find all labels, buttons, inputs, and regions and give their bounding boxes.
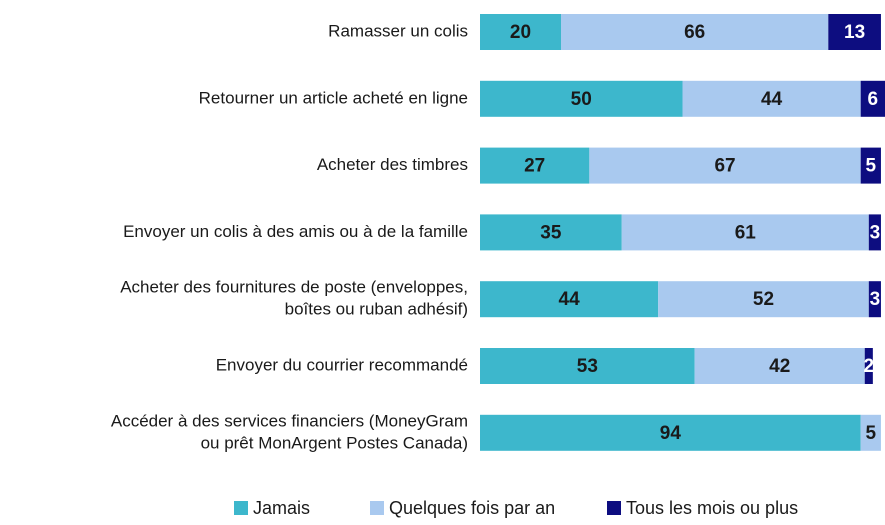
category-label: Retourner un article acheté en ligne bbox=[199, 88, 468, 107]
value-label: 66 bbox=[684, 22, 705, 43]
value-label: 42 bbox=[769, 356, 790, 377]
legend-label: Tous les mois ou plus bbox=[626, 498, 798, 518]
bar-segment bbox=[864, 348, 873, 384]
bar-segment bbox=[658, 281, 869, 318]
value-label: 2 bbox=[864, 356, 875, 377]
bar-segment bbox=[480, 348, 695, 384]
value-label: 5 bbox=[866, 156, 877, 177]
value-label: 44 bbox=[761, 89, 783, 110]
value-label: 52 bbox=[753, 289, 774, 310]
legend-label: Jamais bbox=[253, 498, 310, 518]
value-label: 61 bbox=[735, 222, 757, 243]
bar-segment bbox=[682, 80, 861, 117]
value-label: 27 bbox=[524, 156, 545, 177]
category-label: Acheter des fournitures de poste (envelo… bbox=[120, 278, 468, 297]
value-label: 44 bbox=[559, 289, 581, 310]
value-label: 5 bbox=[866, 423, 877, 444]
bar-segment bbox=[860, 147, 881, 184]
value-label: 94 bbox=[660, 423, 682, 444]
value-label: 3 bbox=[870, 289, 881, 310]
bar-segment bbox=[480, 414, 861, 451]
category-label: ou prêt MonArgent Postes Canada) bbox=[201, 433, 468, 452]
legend-label: Quelques fois par an bbox=[389, 498, 555, 518]
value-label: 20 bbox=[510, 22, 531, 43]
value-label: 67 bbox=[714, 156, 735, 177]
bar-segment bbox=[480, 281, 659, 318]
bar-segment bbox=[860, 80, 885, 117]
bar-segment bbox=[868, 214, 881, 251]
value-label: 13 bbox=[844, 22, 865, 43]
legend-swatch bbox=[607, 501, 621, 515]
bar-segment bbox=[868, 281, 881, 318]
category-label: Acheter des timbres bbox=[317, 155, 468, 174]
bar-segment bbox=[480, 147, 590, 184]
value-label: 35 bbox=[540, 222, 562, 243]
category-label: boîtes ou ruban adhésif) bbox=[285, 300, 468, 319]
value-label: 6 bbox=[868, 89, 879, 110]
value-label: 53 bbox=[577, 356, 598, 377]
value-label: 3 bbox=[870, 222, 881, 243]
bar-segment bbox=[480, 14, 561, 50]
category-label: Ramasser un colis bbox=[328, 21, 468, 40]
legend-swatch bbox=[234, 501, 248, 515]
category-label: Envoyer du courrier recommandé bbox=[216, 355, 468, 374]
bar-segment bbox=[561, 14, 829, 50]
legend-swatch bbox=[370, 501, 384, 515]
category-label: Accéder à des services financiers (Money… bbox=[111, 411, 468, 430]
bar-segment bbox=[480, 214, 622, 251]
bar-segment bbox=[480, 80, 683, 117]
category-label: Envoyer un colis à des amis ou à de la f… bbox=[123, 222, 468, 241]
bar-segment bbox=[589, 147, 861, 184]
bar-segment bbox=[694, 348, 865, 384]
bar-segment bbox=[828, 14, 881, 50]
value-label: 50 bbox=[571, 89, 592, 110]
bar-segment bbox=[860, 414, 881, 451]
bar-segment bbox=[621, 214, 869, 251]
